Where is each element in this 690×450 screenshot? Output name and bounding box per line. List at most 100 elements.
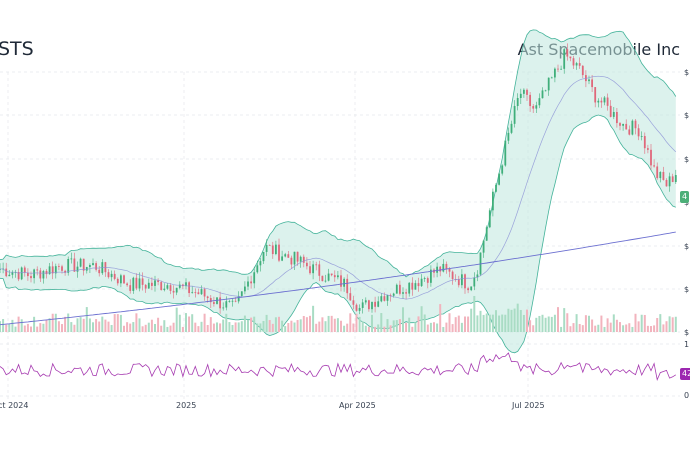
volume-bar [522,314,525,332]
volume-bar [268,320,271,332]
volume-bar [287,323,290,332]
volume-bar [628,323,631,332]
volume-bar [619,322,621,332]
candle-body [51,266,54,274]
volume-bar [250,317,253,332]
candle-body [637,128,640,137]
candle-body [470,286,473,291]
volume-bar [76,318,79,332]
candle-body [250,281,252,284]
candle-body [473,277,476,287]
volume-bar [209,317,212,332]
candle-body [662,171,665,180]
candle-body [302,256,305,263]
volume-bar [383,326,386,332]
volume-bar [169,325,172,332]
volume-bar [575,314,578,332]
candle-body [671,176,674,183]
volume-bar [504,314,507,332]
candle-body [557,68,559,70]
volume-bar [61,324,63,332]
candle-body [107,272,110,278]
candle-body [126,283,128,286]
volume-bar [2,319,5,332]
volume-bar [225,313,228,332]
candle-body [324,280,327,282]
volume-bar [367,326,370,332]
candle-body [628,129,631,135]
candle-body [147,282,150,289]
volume-bar [324,321,327,332]
volume-bar [460,322,463,332]
volume-bar [79,317,82,332]
candle-body [349,293,352,301]
volume-bar [513,308,516,332]
volume-bar [247,319,249,332]
rsi-tick-label: 1 [684,340,690,349]
volume-bar [674,316,677,332]
candle-body [54,266,57,274]
volume-bar [51,313,54,332]
candle-body [377,301,380,307]
candle-body [625,123,628,130]
volume-bar [157,317,160,332]
candle-body [85,267,88,271]
candle-body [439,266,442,272]
volume-bar [299,319,302,332]
volume-bar [625,324,628,332]
candle-body [616,111,618,124]
candle-body [600,100,603,103]
volume-bar [132,322,135,332]
volume-bar [318,321,321,332]
volume-bar [563,308,566,332]
candle-body [423,278,426,279]
volume-bars [0,295,677,332]
candle-body [523,89,525,94]
volume-bar [594,325,597,332]
volume-bar [36,326,39,332]
volume-bar [395,320,398,332]
candle-body [547,77,550,91]
volume-bar [361,321,364,332]
volume-bar [144,324,147,332]
candle-body [417,283,420,287]
volume-bar [557,307,559,332]
volume-bar [634,313,637,332]
volume-bar [101,316,104,332]
candle-body [467,288,469,291]
candle-body [352,300,355,305]
volume-bar [206,324,209,332]
candle-body [160,282,163,291]
rsi-tick-label: 0 [684,391,690,400]
volume-bar [346,323,349,332]
candle-body [70,258,73,260]
candle-body [659,171,662,179]
volume-bar [600,315,603,332]
candle-body [668,176,671,187]
candle-body [405,292,407,294]
candle-body [284,254,287,257]
candle-body [619,123,621,126]
candle-body [507,132,510,141]
volume-bar [330,315,333,332]
volume-bar [119,314,122,332]
volume-bar [414,322,417,332]
volume-bar [123,325,125,332]
candle-body [73,258,76,272]
candle-body [516,97,519,106]
volume-bar [358,316,361,332]
candle-body [45,270,48,275]
candle-body [482,240,485,253]
candle-body [36,269,39,271]
candle-body [364,300,367,303]
volume-bar [42,323,45,332]
candle-body [281,256,283,261]
volume-bar [17,316,20,332]
volume-bar [445,322,448,332]
volume-bar [668,316,671,332]
candle-body [569,56,572,59]
volume-bar [212,323,215,332]
volume-bar [473,295,476,332]
candle-body [485,227,488,241]
volume-bar [457,315,460,332]
